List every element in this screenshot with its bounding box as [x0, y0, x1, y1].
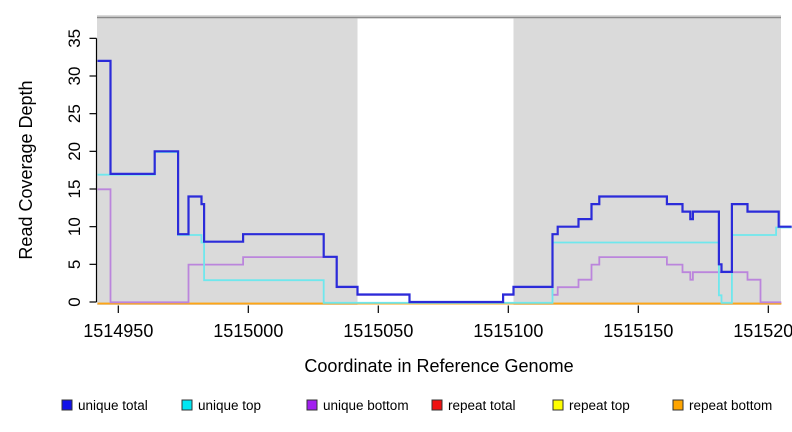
y-tick-label: 5 — [65, 260, 84, 269]
axis-labels: Read Coverage Depth Coordinate in Refere… — [16, 80, 574, 376]
legend: unique total unique top unique bottom repea… — [61, 398, 772, 413]
legend-swatch-unique-bottom — [306, 399, 318, 411]
plot-background — [97, 15, 781, 305]
x-tick-label: 1514950 — [83, 321, 153, 341]
legend-label-unique-bottom: unique bottom — [323, 398, 409, 413]
y-tick-label: 30 — [65, 67, 84, 86]
x-tick-label: 1515200 — [733, 321, 792, 341]
legend-swatch-repeat-top — [552, 399, 564, 411]
y-tick-label: 10 — [65, 217, 84, 236]
y-axis-title: Read Coverage Depth — [16, 80, 36, 259]
legend-swatch-repeat-total — [431, 399, 443, 411]
legend-swatch-repeat-bottom — [672, 399, 684, 411]
legend-label-repeat-bottom: repeat bottom — [689, 398, 772, 413]
axes: 0 5 10 15 20 25 30 35 1514950 1515000 1515050 15151… — [65, 29, 792, 341]
x-tick-label: 1515150 — [603, 321, 673, 341]
y-tick-label: 20 — [65, 142, 84, 161]
legend-swatch-unique-top — [181, 399, 193, 411]
masked-region — [357, 18, 514, 305]
y-tick-label: 25 — [65, 104, 84, 123]
x-tick-label: 1515050 — [343, 321, 413, 341]
legend-swatch-unique-total — [61, 399, 73, 411]
y-tick-label: 35 — [65, 29, 84, 48]
series-lines — [97, 59, 792, 305]
legend-label-unique-top: unique top — [198, 398, 261, 413]
x-tick-label: 1515000 — [213, 321, 283, 341]
legend-label-unique-total: unique total — [78, 398, 148, 413]
series-line-unique-total — [97, 59, 792, 304]
legend-label-repeat-total: repeat total — [448, 398, 516, 413]
x-tick-label: 1515100 — [473, 321, 543, 341]
y-tick-label: 15 — [65, 180, 84, 199]
x-axis-title: Coordinate in Reference Genome — [304, 356, 573, 376]
series-line-unique-bottom — [97, 188, 782, 304]
y-tick-label: 0 — [65, 297, 84, 306]
legend-label-repeat-top: repeat top — [569, 398, 630, 413]
